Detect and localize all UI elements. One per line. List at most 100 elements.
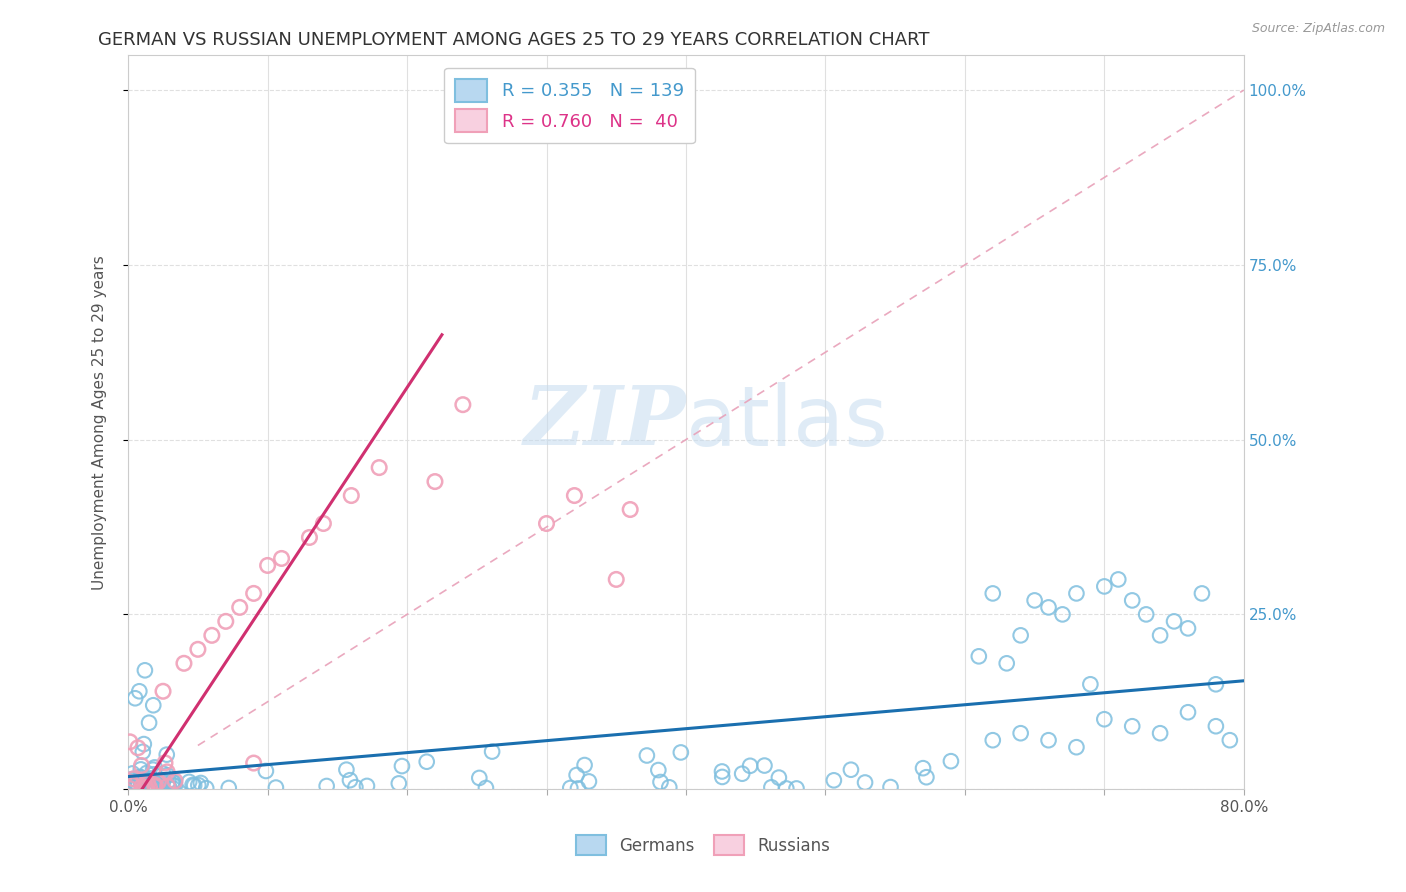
Point — [1149, 628, 1171, 642]
Point — [157, 773, 180, 788]
Point — [195, 781, 218, 796]
Point — [1107, 573, 1129, 587]
Point — [121, 766, 143, 780]
Point — [1010, 726, 1032, 740]
Point — [143, 780, 166, 794]
Point — [775, 781, 797, 796]
Point — [740, 759, 762, 773]
Point — [162, 778, 184, 792]
Point — [149, 776, 172, 790]
Point — [141, 779, 163, 793]
Point — [122, 778, 145, 792]
Point — [1219, 733, 1241, 747]
Point — [145, 780, 167, 795]
Point — [127, 779, 149, 793]
Point — [605, 573, 627, 587]
Point — [120, 780, 142, 795]
Point — [242, 756, 264, 770]
Point — [150, 779, 173, 793]
Point — [658, 780, 681, 795]
Point — [136, 781, 159, 796]
Point — [339, 773, 361, 788]
Point — [565, 768, 588, 782]
Point — [163, 775, 186, 789]
Point — [423, 475, 446, 489]
Point — [131, 775, 153, 789]
Point — [127, 779, 149, 793]
Point — [264, 780, 287, 795]
Point — [135, 781, 157, 796]
Point — [136, 780, 159, 795]
Point — [134, 781, 156, 796]
Point — [187, 642, 209, 657]
Point — [650, 775, 672, 789]
Point — [148, 774, 170, 789]
Point — [754, 758, 776, 772]
Point — [124, 772, 146, 787]
Point — [839, 763, 862, 777]
Point — [181, 778, 204, 792]
Point — [475, 780, 498, 795]
Point — [1024, 593, 1046, 607]
Point — [270, 551, 292, 566]
Point — [138, 781, 160, 796]
Point — [1010, 628, 1032, 642]
Point — [1092, 712, 1115, 726]
Point — [162, 775, 184, 789]
Point — [879, 780, 901, 794]
Point — [1066, 586, 1088, 600]
Point — [127, 780, 149, 794]
Point — [162, 781, 184, 796]
Point — [564, 489, 586, 503]
Point — [344, 780, 367, 795]
Point — [118, 781, 141, 796]
Point — [1038, 600, 1060, 615]
Point — [823, 773, 845, 788]
Point — [148, 780, 170, 794]
Point — [136, 780, 159, 795]
Point — [132, 745, 155, 759]
Point — [1205, 677, 1227, 691]
Point — [134, 663, 156, 677]
Text: atlas: atlas — [686, 382, 887, 463]
Point — [150, 775, 173, 789]
Point — [156, 768, 179, 782]
Point — [340, 489, 363, 503]
Point — [578, 774, 600, 789]
Point — [157, 779, 180, 793]
Point — [120, 775, 142, 789]
Point — [121, 772, 143, 787]
Point — [136, 776, 159, 790]
Point — [142, 698, 165, 713]
Point — [141, 779, 163, 793]
Point — [388, 776, 411, 790]
Point — [912, 761, 935, 775]
Point — [136, 780, 159, 795]
Point — [1177, 705, 1199, 719]
Point — [967, 649, 990, 664]
Point — [229, 600, 252, 615]
Point — [136, 779, 159, 793]
Point — [415, 755, 437, 769]
Point — [254, 764, 277, 778]
Point — [335, 763, 357, 777]
Text: Source: ZipAtlas.com: Source: ZipAtlas.com — [1251, 22, 1385, 36]
Point — [1066, 740, 1088, 755]
Point — [135, 766, 157, 780]
Point — [131, 758, 153, 772]
Point — [190, 776, 212, 790]
Point — [131, 772, 153, 786]
Point — [315, 779, 337, 793]
Point — [669, 746, 692, 760]
Point — [152, 766, 174, 780]
Point — [131, 779, 153, 793]
Point — [995, 657, 1018, 671]
Point — [201, 628, 224, 642]
Point — [242, 586, 264, 600]
Point — [173, 657, 195, 671]
Point — [156, 764, 179, 779]
Point — [574, 758, 596, 772]
Point — [142, 763, 165, 777]
Point — [981, 586, 1004, 600]
Point — [1191, 586, 1213, 600]
